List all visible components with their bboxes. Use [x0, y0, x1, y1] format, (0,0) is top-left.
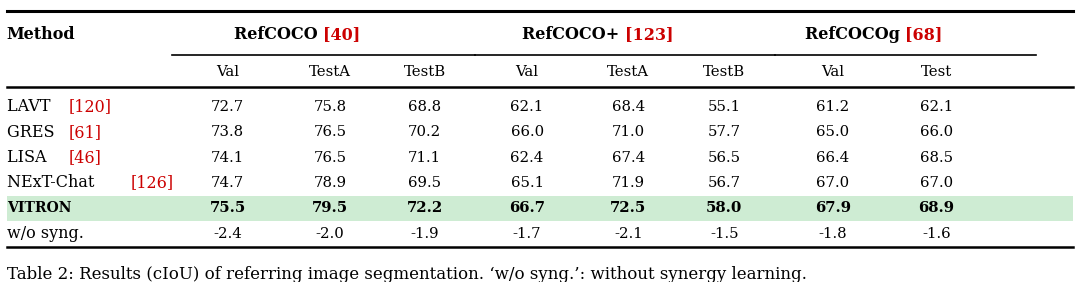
Text: 58.0: 58.0	[706, 201, 742, 215]
Text: 57.7: 57.7	[707, 125, 741, 139]
Text: 70.2: 70.2	[408, 125, 442, 139]
Text: w/o syng.: w/o syng.	[6, 225, 83, 242]
Text: 68.5: 68.5	[920, 151, 953, 164]
Text: VITRON: VITRON	[6, 201, 71, 215]
Text: Table 2: Results (cIoU) of referring image segmentation. ‘w/o syng.’: without sy: Table 2: Results (cIoU) of referring ima…	[6, 266, 807, 282]
Text: RefCOCO+: RefCOCO+	[523, 26, 625, 43]
Text: TestB: TestB	[703, 65, 745, 79]
Text: [126]: [126]	[131, 174, 174, 191]
Text: -1.6: -1.6	[922, 227, 950, 241]
Text: [61]: [61]	[69, 124, 102, 141]
Text: 66.4: 66.4	[816, 151, 850, 164]
Text: 72.5: 72.5	[610, 201, 647, 215]
Text: -2.1: -2.1	[613, 227, 643, 241]
Text: 68.9: 68.9	[918, 201, 955, 215]
Text: 67.4: 67.4	[611, 151, 645, 164]
Text: 76.5: 76.5	[313, 125, 347, 139]
Text: Val: Val	[515, 65, 539, 79]
Text: 74.1: 74.1	[211, 151, 244, 164]
Text: 71.0: 71.0	[611, 125, 645, 139]
Text: 62.4: 62.4	[511, 151, 543, 164]
Text: 67.9: 67.9	[815, 201, 851, 215]
Text: TestB: TestB	[404, 65, 446, 79]
Text: 73.8: 73.8	[211, 125, 244, 139]
Text: 71.1: 71.1	[408, 151, 442, 164]
Text: RefCOCOg: RefCOCOg	[805, 26, 905, 43]
Text: Val: Val	[822, 65, 845, 79]
Text: 66.0: 66.0	[511, 125, 543, 139]
Text: 56.5: 56.5	[707, 151, 741, 164]
Text: Method: Method	[6, 26, 76, 43]
Text: 75.8: 75.8	[313, 100, 347, 114]
Text: Test: Test	[921, 65, 953, 79]
Text: TestA: TestA	[309, 65, 351, 79]
Text: 68.8: 68.8	[408, 100, 442, 114]
Text: [40]: [40]	[324, 26, 361, 43]
Text: -1.8: -1.8	[819, 227, 848, 241]
Bar	[6, 196, 1074, 221]
Text: 62.1: 62.1	[920, 100, 953, 114]
Text: NExT-Chat: NExT-Chat	[6, 174, 99, 191]
Text: [120]: [120]	[69, 98, 111, 115]
Text: 71.9: 71.9	[611, 176, 645, 190]
Text: 68.4: 68.4	[611, 100, 645, 114]
Text: 69.5: 69.5	[408, 176, 442, 190]
Text: 67.0: 67.0	[816, 176, 850, 190]
Text: RefCOCO: RefCOCO	[234, 26, 324, 43]
Text: [68]: [68]	[905, 26, 943, 43]
Text: 62.1: 62.1	[511, 100, 543, 114]
Text: [46]: [46]	[69, 149, 102, 166]
Text: 65.1: 65.1	[511, 176, 543, 190]
Text: 75.5: 75.5	[210, 201, 246, 215]
Text: [123]: [123]	[625, 26, 674, 43]
Text: 79.5: 79.5	[312, 201, 348, 215]
Text: LAVT: LAVT	[6, 98, 55, 115]
Text: 55.1: 55.1	[707, 100, 741, 114]
Text: TestA: TestA	[607, 65, 649, 79]
Text: 56.7: 56.7	[707, 176, 741, 190]
Text: 78.9: 78.9	[313, 176, 347, 190]
Text: 67.0: 67.0	[920, 176, 953, 190]
Text: Val: Val	[216, 65, 239, 79]
Text: -2.0: -2.0	[315, 227, 345, 241]
Text: -1.5: -1.5	[710, 227, 739, 241]
Text: 66.7: 66.7	[509, 201, 545, 215]
Text: 74.7: 74.7	[211, 176, 244, 190]
Text: GRES: GRES	[6, 124, 59, 141]
Text: LISA: LISA	[6, 149, 52, 166]
Text: -1.7: -1.7	[513, 227, 541, 241]
Text: 76.5: 76.5	[313, 151, 347, 164]
Text: -1.9: -1.9	[410, 227, 440, 241]
Text: 66.0: 66.0	[920, 125, 953, 139]
Text: 61.2: 61.2	[816, 100, 850, 114]
Text: 72.2: 72.2	[406, 201, 443, 215]
Text: 65.0: 65.0	[816, 125, 850, 139]
Text: -2.4: -2.4	[213, 227, 242, 241]
Text: 72.7: 72.7	[211, 100, 244, 114]
